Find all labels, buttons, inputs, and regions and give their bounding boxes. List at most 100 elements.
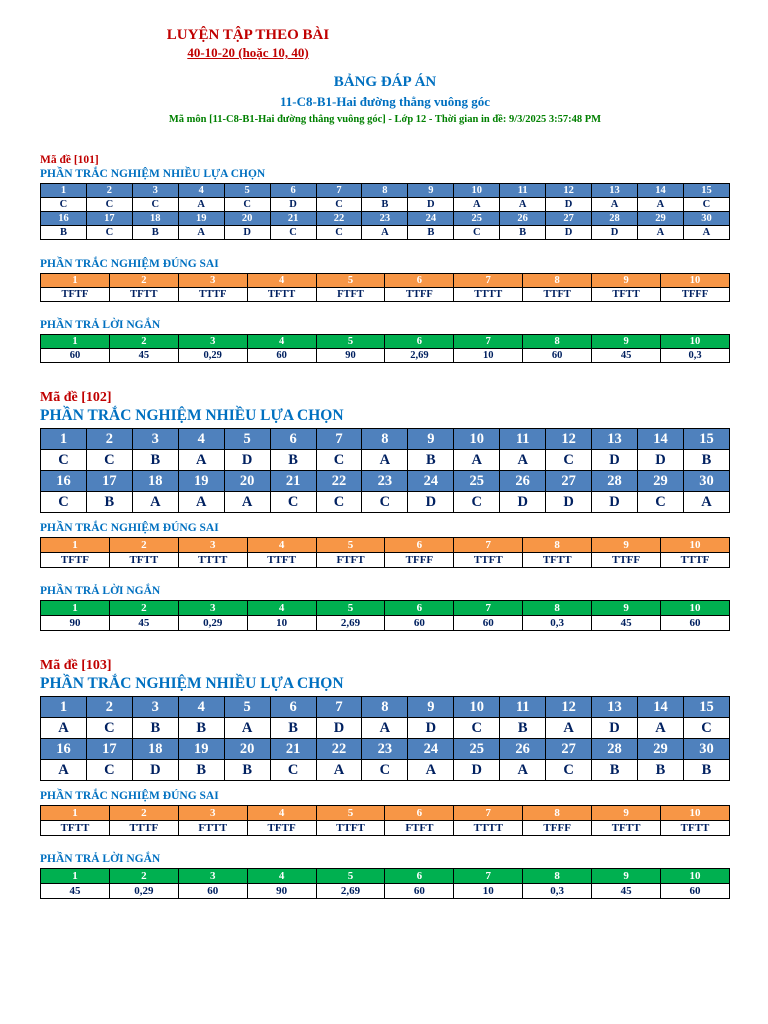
mc-number-cell: 10 — [453, 428, 501, 450]
mc-number-row: 1 2 3 4 5 6 7 8 9 10 11 12 13 14 15 — [40, 696, 731, 718]
mc-number-cell: 29 — [636, 470, 684, 492]
mc-answer-cell: B — [269, 449, 317, 471]
mc-answer-cell: C — [269, 225, 317, 240]
mc-answer-cell: A — [499, 197, 547, 212]
mc-number-cell: 7 — [315, 183, 363, 198]
mc-answer-cell: C — [85, 449, 133, 471]
tf-section-heading: PHẦN TRẮC NGHIỆM ĐÚNG SAI — [40, 258, 219, 270]
mc-answer-cell: D — [223, 225, 271, 240]
short-number-cell: 2 — [108, 334, 179, 349]
tf-answer-cell: FTTT — [177, 820, 248, 836]
mc-number-cell: 13 — [591, 183, 638, 198]
tf-number-cell: 8 — [522, 805, 593, 821]
exam-code-101: Mã đề [101] — [40, 154, 99, 166]
short-answer-cell: 2,69 — [315, 615, 386, 631]
short-number-cell: 3 — [177, 334, 248, 349]
mc-number-cell: 5 — [223, 183, 271, 198]
short-number-cell: 9 — [591, 600, 662, 616]
mc-number-cell: 11 — [499, 696, 547, 718]
mc-answer-cell: A — [177, 197, 225, 212]
mc-answer-cell: D — [407, 197, 455, 212]
document-header: BẢNG ĐÁP ÁN 11-C8-B1-Hai đường thẳng vuô… — [40, 73, 730, 127]
tf-answer-cell: TFFF — [660, 287, 730, 302]
mc-answer-cell: D — [545, 491, 593, 513]
mc-number-cell: 19 — [177, 470, 225, 492]
mc-number-cell: 28 — [591, 470, 638, 492]
short-answer-cell: 60 — [384, 615, 455, 631]
tf-number-cell: 8 — [522, 273, 593, 288]
mc-answer-cell: D — [636, 449, 684, 471]
mc-number-cell: 8 — [361, 183, 409, 198]
short-answer-cell: 0,29 — [177, 348, 248, 363]
tf-answer-row: TFTF TFTT TTTF TFTT FTFT TTFF TTTT TTFT TFTT TFFF — [40, 287, 730, 302]
mc-number-cell: 9 — [407, 696, 455, 718]
tf-number-cell: 5 — [315, 273, 386, 288]
short-number-cell: 2 — [108, 600, 179, 616]
mc-answer-cell: B — [499, 225, 547, 240]
mc-number-cell: 26 — [499, 211, 547, 226]
short-number-cell: 5 — [315, 600, 386, 616]
mc-number-cell: 13 — [591, 696, 638, 718]
mc-answer-cell: C — [682, 197, 731, 212]
short-answer-cell: 0,29 — [108, 883, 179, 899]
mc-number-cell: 17 — [85, 211, 133, 226]
mc-number-cell: 2 — [85, 696, 133, 718]
mc-answer-cell: C — [85, 225, 133, 240]
mc-number-cell: 20 — [223, 211, 271, 226]
short-answer-cell: 60 — [384, 883, 455, 899]
mc-number-cell: 23 — [361, 738, 409, 760]
mc-answer-cell: B — [682, 759, 731, 781]
practice-header: LUYỆN TẬP THEO BÀI 40-10-20 (hoặc 10, 40… — [118, 26, 378, 61]
mc-number-row: 1 2 3 4 5 6 7 8 9 10 11 12 13 14 15 — [40, 428, 731, 450]
mc-number-cell: 16 — [40, 470, 87, 492]
mc-answer-cell: D — [499, 491, 547, 513]
short-number-cell: 5 — [315, 334, 386, 349]
mc-number-cell: 26 — [499, 470, 547, 492]
mc-answer-cell: A — [177, 449, 225, 471]
mc-answer-cell: A — [591, 197, 638, 212]
tf-number-cell: 2 — [108, 273, 179, 288]
tf-number-cell: 9 — [591, 537, 662, 553]
mc-number-cell: 30 — [682, 470, 731, 492]
short-answer-cell: 45 — [40, 883, 110, 899]
short-number-row: 1 2 3 4 5 6 7 8 9 10 — [40, 600, 730, 616]
short-section-heading: PHẦN TRẢ LỜI NGẮN — [40, 319, 161, 331]
tf-number-row: 1 2 3 4 5 6 7 8 9 10 — [40, 273, 730, 288]
practice-title: LUYỆN TẬP THEO BÀI — [166, 27, 330, 43]
mc-answer-cell: B — [223, 759, 271, 781]
mc-number-cell: 12 — [545, 696, 593, 718]
mc-number-cell: 19 — [177, 211, 225, 226]
mc-answer-cell: A — [636, 197, 684, 212]
mc-number-cell: 27 — [545, 211, 593, 226]
tf-number-cell: 4 — [246, 537, 317, 553]
mc-number-cell: 24 — [407, 470, 455, 492]
tf-answer-cell: TFTF — [40, 287, 110, 302]
tf-answer-cell: TFTF — [246, 820, 317, 836]
short-number-row: 1 2 3 4 5 6 7 8 9 10 — [40, 334, 730, 349]
tf-answer-cell: TTTT — [177, 552, 248, 568]
mc-answer-cell: D — [545, 197, 593, 212]
mc-number-cell: 18 — [131, 470, 179, 492]
mc-answer-cell: A — [499, 449, 547, 471]
mc-number-cell: 27 — [545, 738, 593, 760]
mc-number-cell: 21 — [269, 211, 317, 226]
mc-answer-cell: A — [315, 759, 363, 781]
mc-number-cell: 14 — [636, 183, 684, 198]
short-number-cell: 10 — [660, 868, 730, 884]
tf-number-cell: 3 — [177, 537, 248, 553]
mc-number-cell: 18 — [131, 738, 179, 760]
mc-answer-cell: B — [407, 225, 455, 240]
tf-answer-cell: TFTF — [40, 552, 110, 568]
tf-number-cell: 9 — [591, 273, 662, 288]
short-answer-cell: 45 — [591, 883, 662, 899]
mc-answer-cell: A — [682, 491, 731, 513]
short-answer-cell: 60 — [522, 348, 593, 363]
mc-section-heading: PHẦN TRẮC NGHIỆM NHIỀU LỰA CHỌN — [40, 675, 344, 692]
mc-number-cell: 13 — [591, 428, 638, 450]
tf-number-cell: 7 — [453, 805, 524, 821]
